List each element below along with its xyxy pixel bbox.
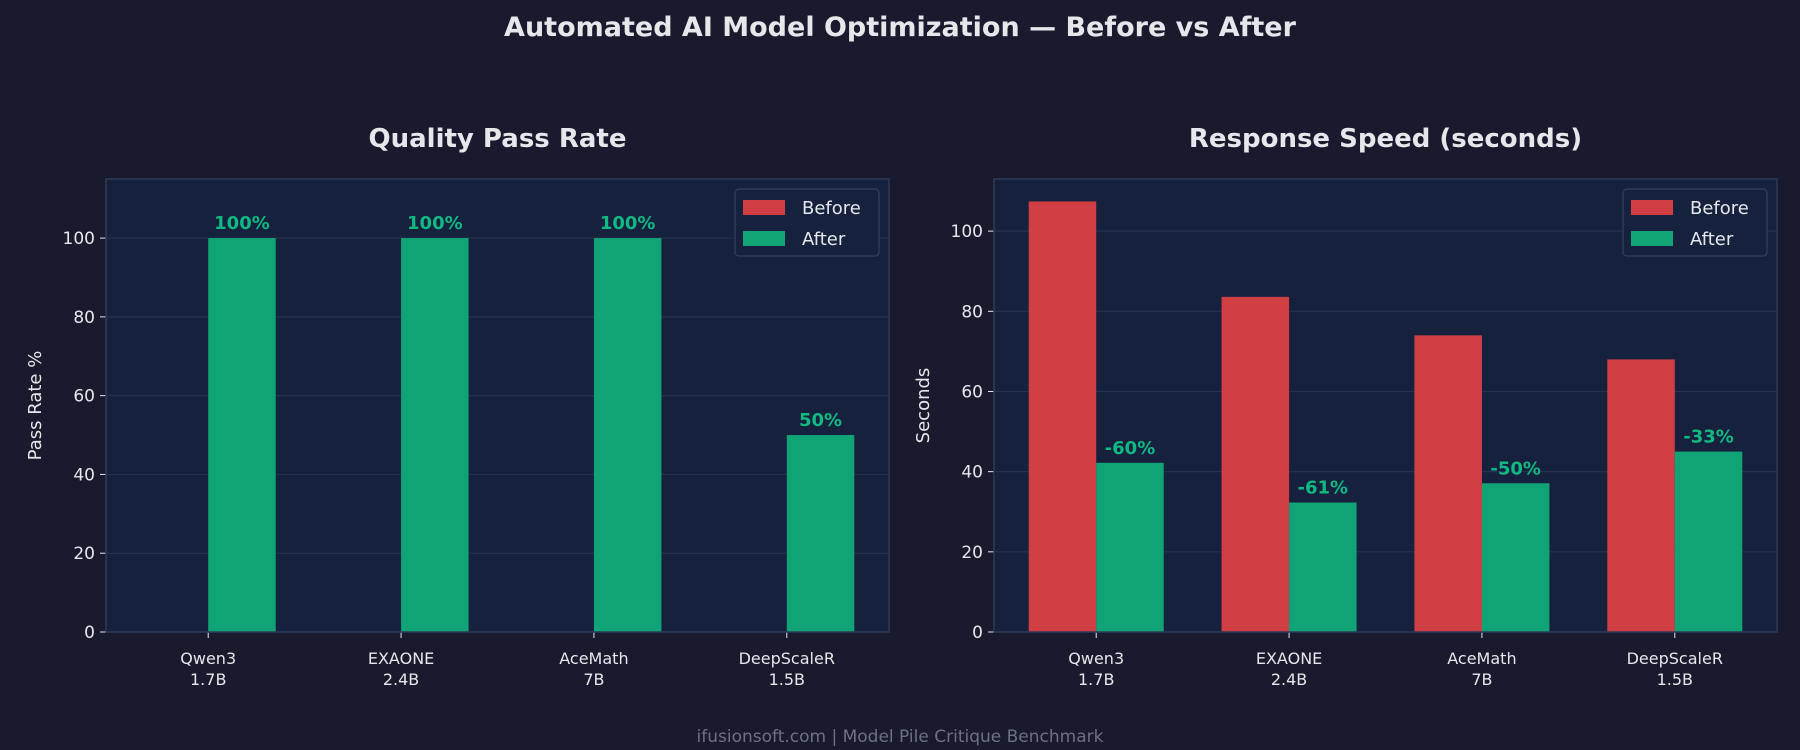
bar-after bbox=[786, 435, 855, 632]
bar-after bbox=[1096, 462, 1164, 632]
legend-swatch-before bbox=[1631, 200, 1673, 215]
y-tick-label: 20 bbox=[73, 544, 95, 564]
y-axis-label: Pass Rate % bbox=[25, 351, 46, 461]
data-label: -60% bbox=[1105, 438, 1156, 459]
y-tick-label: 40 bbox=[73, 465, 95, 485]
x-tick-label-sub: 2.4B bbox=[383, 670, 419, 689]
y-tick-label: 0 bbox=[84, 623, 95, 643]
x-tick-label: AceMath bbox=[559, 649, 628, 668]
legend-label: Before bbox=[802, 198, 861, 219]
bar-before bbox=[1028, 201, 1097, 632]
footer: ifusionsoft.com | Model Pile Critique Be… bbox=[697, 727, 1104, 747]
axes-frame bbox=[993, 178, 1778, 633]
x-tick-label-sub: 1.7B bbox=[190, 670, 226, 689]
bar-before bbox=[1221, 296, 1290, 632]
chart-title: Response Speed (seconds) bbox=[1189, 124, 1582, 154]
legend-swatch-after bbox=[743, 231, 785, 246]
legend: Before After bbox=[1622, 188, 1768, 257]
data-label: -50% bbox=[1490, 458, 1541, 479]
x-tick-label-sub: 1.7B bbox=[1078, 670, 1114, 689]
legend-label: After bbox=[1690, 229, 1734, 250]
data-label: 50% bbox=[799, 410, 842, 431]
bar-after bbox=[401, 238, 469, 632]
chart-title: Quality Pass Rate bbox=[369, 124, 627, 154]
axes-frame bbox=[105, 178, 890, 633]
x-tick-label: EXAONE bbox=[368, 649, 434, 668]
data-label: 100% bbox=[407, 213, 463, 234]
suptitle: Automated AI Model Optimization — Before… bbox=[504, 12, 1297, 43]
bar-after bbox=[208, 238, 276, 632]
x-tick-label-sub: 2.4B bbox=[1271, 670, 1307, 689]
y-tick-label: 40 bbox=[961, 463, 983, 483]
x-tick-label: EXAONE bbox=[1256, 649, 1322, 668]
x-tick-label-sub: 7B bbox=[1471, 670, 1492, 689]
x-tick-label: DeepScaleR bbox=[739, 649, 835, 668]
y-tick-label: 80 bbox=[961, 302, 983, 322]
bar-after bbox=[1481, 483, 1550, 632]
bar-after bbox=[1674, 451, 1743, 632]
legend-label: Before bbox=[1690, 198, 1749, 219]
bar-after bbox=[593, 238, 662, 632]
legend-swatch-before bbox=[743, 200, 785, 215]
bar-before bbox=[1607, 359, 1675, 632]
y-tick-label: 100 bbox=[63, 229, 95, 249]
legend-label: After bbox=[802, 229, 846, 250]
data-label: 100% bbox=[214, 213, 270, 234]
chart-2: Response Speed (seconds) 0 20 40 60 80 100 Seco… bbox=[913, 124, 1778, 689]
y-tick-label: 0 bbox=[972, 623, 983, 643]
y-tick-label: 60 bbox=[73, 387, 95, 407]
y-tick-label: 80 bbox=[73, 308, 95, 328]
x-tick-label-sub: 1.5B bbox=[1657, 670, 1693, 689]
x-tick-label: Qwen3 bbox=[180, 649, 236, 668]
bar-before bbox=[1414, 335, 1482, 632]
y-tick-label: 100 bbox=[951, 222, 983, 242]
y-tick-label: 60 bbox=[961, 382, 983, 402]
legend-swatch-after bbox=[1631, 231, 1673, 246]
x-tick-label-sub: 7B bbox=[583, 670, 604, 689]
y-tick-label: 20 bbox=[961, 543, 983, 563]
y-axis-label: Seconds bbox=[913, 368, 934, 444]
x-tick-label: AceMath bbox=[1447, 649, 1516, 668]
chart-1: Quality Pass Rate 0 20 40 60 80 100 Pass Rate %… bbox=[25, 124, 890, 689]
x-tick-label-sub: 1.5B bbox=[769, 670, 805, 689]
x-tick-label: DeepScaleR bbox=[1627, 649, 1723, 668]
data-label: 100% bbox=[600, 213, 656, 234]
legend: Before After bbox=[734, 188, 880, 257]
data-label: -61% bbox=[1298, 478, 1349, 499]
bar-after bbox=[1289, 502, 1357, 632]
data-label: -33% bbox=[1683, 427, 1734, 448]
x-tick-label: Qwen3 bbox=[1068, 649, 1124, 668]
